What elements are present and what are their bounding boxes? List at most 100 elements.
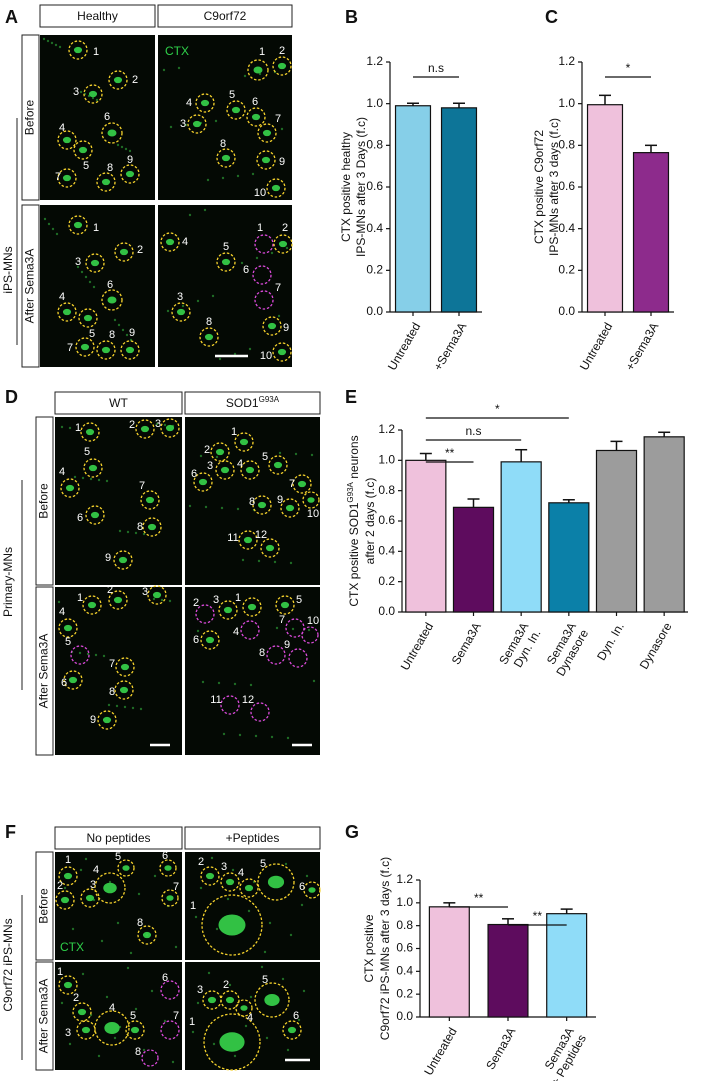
speck (218, 357, 222, 361)
speck (60, 1001, 64, 1005)
speck (166, 309, 170, 313)
y-tick-label: 0.0 (396, 1009, 413, 1023)
y-axis-label: CTX positive C9orf72 (532, 130, 546, 244)
cell-number: 7 (279, 614, 285, 626)
speck (76, 265, 80, 269)
significance-label: * (626, 61, 631, 75)
cell (130, 1026, 140, 1034)
cell-outline (247, 59, 269, 81)
y-tick-label: 1.2 (558, 54, 575, 68)
speck (54, 43, 58, 47)
speck (142, 532, 146, 536)
cell-number: 6 (77, 512, 83, 524)
speck (107, 703, 111, 707)
speck (263, 950, 267, 954)
cell (215, 448, 225, 456)
cell-outline (257, 123, 277, 143)
cell-outline (115, 657, 135, 677)
speck (191, 1030, 195, 1034)
cell-number: 10 (307, 508, 319, 520)
cell-outline (141, 1049, 159, 1067)
group-label: C9orf72 iPS-MNs (1, 918, 15, 1011)
speck (94, 653, 98, 657)
x-tick-label: Sema3A (449, 620, 484, 667)
cell-outline (58, 866, 78, 886)
cell-outline (58, 975, 78, 995)
speck (236, 507, 240, 511)
text-part: SOD1 (226, 396, 259, 410)
cell-number: 5 (262, 974, 268, 986)
speck (113, 318, 117, 322)
speck (155, 422, 159, 426)
speck (100, 939, 104, 943)
x-tick-label: Sema3A (483, 1025, 518, 1072)
panel-letter: F (5, 822, 16, 842)
cell-outline (202, 990, 222, 1010)
cell-number: 10 (260, 350, 272, 362)
speck (188, 504, 192, 508)
speck (289, 561, 293, 565)
speck (134, 1007, 138, 1011)
speck (168, 599, 172, 603)
speck (71, 927, 75, 931)
text-part: IPS-MNs after 3 days (f.c) (547, 118, 561, 256)
cell-number: 7 (55, 171, 61, 183)
x-tick-label: +Sema3A (623, 320, 662, 373)
cell (81, 1026, 91, 1034)
speck (302, 989, 306, 993)
cell-number: 3 (180, 118, 186, 130)
speck (89, 477, 93, 481)
speck (92, 285, 96, 289)
text-part: +Peptides (226, 831, 280, 845)
row-label: Before (37, 888, 51, 924)
cell (262, 129, 272, 137)
speck (131, 706, 135, 710)
cell-outline (108, 70, 128, 90)
cell (62, 136, 72, 144)
cell-number: 6 (243, 264, 249, 276)
cell-outline (76, 1020, 96, 1040)
cell-outline (142, 517, 162, 537)
speck (105, 479, 109, 483)
cell-outline (137, 925, 157, 945)
cell-number: 6 (252, 96, 258, 108)
cell-number: 8 (137, 917, 143, 929)
cell-number: 11 (227, 532, 238, 544)
y-tick-label: 0.8 (378, 483, 395, 497)
x-tick-label: Sema3ADyn. In. (496, 620, 543, 674)
speck (162, 68, 166, 72)
speck (222, 732, 226, 736)
y-tick-label: 0.0 (558, 304, 575, 318)
column-header: +Peptides (226, 831, 280, 845)
cell-outline (97, 710, 117, 730)
cell-outline (254, 982, 290, 1018)
cell-number: 4 (59, 466, 65, 478)
speck (203, 208, 207, 212)
cell (63, 872, 73, 880)
speck (43, 217, 47, 221)
y-tick-label: 1.2 (378, 422, 395, 436)
cell (147, 523, 157, 531)
speck (196, 1001, 200, 1005)
speck (171, 1060, 175, 1064)
y-tick-label: 0.2 (558, 263, 575, 277)
speck (215, 455, 219, 459)
cell (78, 146, 88, 154)
cell (204, 333, 214, 341)
cell-number: 3 (197, 984, 203, 996)
speck (236, 174, 240, 178)
cell (63, 981, 73, 989)
cell-outline (125, 1020, 145, 1040)
speck (243, 74, 247, 78)
cell-number: 4 (59, 122, 65, 134)
speck (126, 530, 130, 534)
speck (249, 683, 253, 687)
cell-outline (220, 695, 240, 715)
cell-number: 9 (127, 154, 133, 166)
cell (192, 120, 202, 128)
cell-number: 11 (210, 694, 221, 706)
cell-number: 2 (282, 222, 288, 234)
cell-outline (70, 645, 90, 665)
column-header-box (39, 4, 156, 28)
cell-number: 7 (275, 113, 281, 125)
